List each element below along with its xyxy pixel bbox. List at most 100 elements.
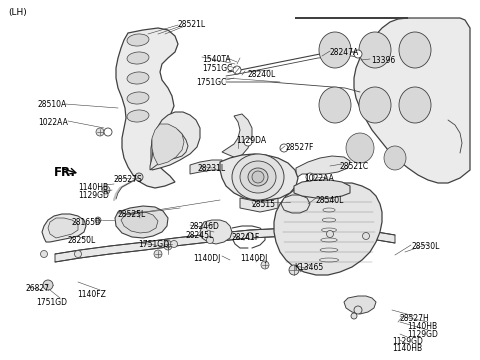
Polygon shape	[281, 195, 310, 213]
Text: 1129GD: 1129GD	[407, 330, 438, 339]
Text: 28246D: 28246D	[190, 222, 220, 231]
Text: 1751GC: 1751GC	[202, 64, 232, 73]
Text: 28515: 28515	[251, 200, 275, 209]
Circle shape	[354, 50, 362, 58]
Text: 1129DA: 1129DA	[236, 136, 266, 145]
Text: 13396: 13396	[371, 56, 395, 65]
Circle shape	[135, 173, 143, 181]
Circle shape	[165, 240, 171, 248]
Circle shape	[326, 230, 334, 238]
Polygon shape	[190, 160, 222, 174]
Text: 28521C: 28521C	[340, 162, 369, 171]
Polygon shape	[220, 154, 298, 200]
Text: 28250L: 28250L	[68, 236, 96, 245]
Circle shape	[354, 306, 362, 314]
Circle shape	[164, 242, 172, 250]
Polygon shape	[55, 228, 395, 262]
Polygon shape	[200, 220, 232, 244]
Circle shape	[95, 217, 101, 223]
Text: 28241F: 28241F	[232, 233, 260, 242]
Circle shape	[74, 251, 82, 257]
Ellipse shape	[127, 52, 149, 64]
Text: 1129GD: 1129GD	[392, 337, 423, 346]
Polygon shape	[42, 214, 86, 242]
Circle shape	[252, 171, 264, 183]
Text: 28510A: 28510A	[38, 100, 67, 109]
Text: 28527F: 28527F	[285, 143, 313, 152]
Ellipse shape	[127, 92, 149, 104]
Polygon shape	[151, 112, 200, 170]
Circle shape	[102, 186, 110, 194]
Text: 1751GD: 1751GD	[138, 240, 169, 249]
Circle shape	[351, 313, 357, 319]
Ellipse shape	[248, 168, 268, 186]
Ellipse shape	[319, 32, 351, 68]
Polygon shape	[116, 28, 178, 188]
Polygon shape	[294, 180, 350, 198]
Polygon shape	[152, 124, 184, 165]
Text: 1022AA: 1022AA	[304, 174, 334, 183]
Text: FR.: FR.	[54, 166, 76, 179]
Ellipse shape	[240, 161, 276, 193]
Circle shape	[280, 144, 288, 152]
Text: 28521L: 28521L	[178, 20, 206, 29]
Circle shape	[43, 280, 53, 290]
Circle shape	[170, 240, 178, 248]
Polygon shape	[344, 296, 376, 314]
Ellipse shape	[346, 133, 374, 163]
Polygon shape	[274, 183, 382, 275]
Circle shape	[289, 265, 299, 275]
Ellipse shape	[399, 32, 431, 68]
Ellipse shape	[319, 87, 351, 123]
Text: 1140HB: 1140HB	[392, 344, 422, 353]
Text: 28231L: 28231L	[198, 164, 226, 173]
Text: 28527H: 28527H	[400, 314, 430, 323]
Polygon shape	[296, 156, 350, 178]
Circle shape	[206, 237, 214, 243]
Circle shape	[244, 138, 252, 146]
Ellipse shape	[232, 154, 284, 200]
Polygon shape	[295, 18, 470, 183]
Text: 1140DJ: 1140DJ	[193, 254, 220, 263]
Ellipse shape	[127, 72, 149, 84]
Circle shape	[306, 173, 314, 181]
Text: 28530L: 28530L	[411, 242, 439, 251]
Polygon shape	[121, 212, 158, 233]
Polygon shape	[150, 128, 188, 170]
Text: 1022AA: 1022AA	[38, 118, 68, 127]
Ellipse shape	[399, 87, 431, 123]
Text: 28525L: 28525L	[118, 210, 146, 219]
Circle shape	[40, 251, 48, 257]
Text: 28247A: 28247A	[330, 48, 359, 57]
Ellipse shape	[359, 87, 391, 123]
Text: 1140HB: 1140HB	[407, 322, 437, 331]
Text: 1540TA: 1540TA	[202, 55, 230, 64]
Circle shape	[154, 250, 162, 258]
Ellipse shape	[384, 146, 406, 170]
Text: 28165D: 28165D	[72, 218, 102, 227]
Text: 1751GC: 1751GC	[196, 78, 227, 87]
Circle shape	[261, 261, 269, 269]
Polygon shape	[115, 206, 168, 238]
Text: (LH): (LH)	[8, 8, 27, 17]
Polygon shape	[222, 114, 252, 158]
Text: 28240L: 28240L	[248, 70, 276, 79]
Circle shape	[233, 66, 241, 74]
Text: 1140FZ: 1140FZ	[77, 290, 106, 299]
Circle shape	[362, 233, 370, 239]
Text: K13465: K13465	[294, 263, 323, 272]
Ellipse shape	[127, 34, 149, 46]
Text: 1140DJ: 1140DJ	[240, 254, 267, 263]
Text: 1140HB: 1140HB	[78, 183, 108, 192]
Circle shape	[96, 128, 104, 136]
Text: 28527S: 28527S	[113, 175, 142, 184]
Polygon shape	[48, 218, 78, 238]
Text: 26827: 26827	[26, 284, 50, 293]
Text: 28245L: 28245L	[186, 231, 214, 240]
Text: 1751GD: 1751GD	[36, 298, 67, 307]
Text: 1129GD: 1129GD	[78, 191, 109, 200]
Text: 28540L: 28540L	[316, 196, 344, 205]
Circle shape	[104, 128, 112, 136]
Ellipse shape	[127, 110, 149, 122]
Polygon shape	[240, 198, 278, 212]
